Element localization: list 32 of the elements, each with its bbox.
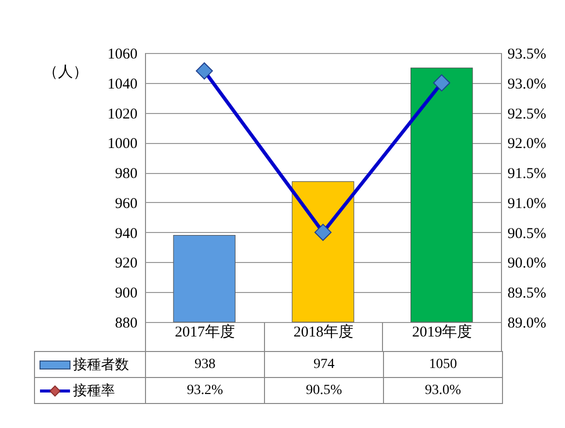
y-tick-label: 1020 bbox=[108, 106, 138, 122]
y2-tick-label: 91.0% bbox=[508, 196, 546, 212]
y2-tick-label: 90.0% bbox=[508, 256, 546, 272]
y-axis-title: （人） bbox=[43, 64, 88, 80]
y-tick-label: 960 bbox=[115, 196, 138, 212]
y-tick-label: 920 bbox=[115, 256, 138, 272]
y-tick-label: 1000 bbox=[108, 136, 138, 152]
y2-tick-label: 91.5% bbox=[508, 166, 546, 182]
x-tick-label: 2019年度 bbox=[412, 324, 472, 340]
data-label: 93.2% bbox=[146, 378, 264, 404]
y-tick-label: 980 bbox=[115, 166, 138, 182]
y-tick-label: 940 bbox=[115, 226, 138, 242]
x-tick-label: 2017年度 bbox=[174, 324, 235, 340]
y2-tick-label: 93.0% bbox=[508, 76, 546, 92]
y2-tick-label: 93.5% bbox=[508, 46, 546, 62]
y2-tick-label: 89.5% bbox=[508, 286, 546, 302]
y2-tick-label: 90.5% bbox=[508, 226, 546, 242]
data-label: 974 bbox=[264, 352, 384, 378]
data-label: 1050 bbox=[384, 352, 502, 378]
data-label: 93.0% bbox=[384, 378, 502, 404]
y-tick-label: 900 bbox=[115, 286, 138, 302]
y-tick-label: 880 bbox=[115, 316, 138, 332]
data-label: 90.5% bbox=[264, 378, 384, 404]
y-tick-label: 1060 bbox=[108, 46, 138, 62]
y2-tick-label: 92.0% bbox=[508, 136, 546, 152]
data-label: 938 bbox=[146, 352, 264, 378]
legend-label: 接種率 bbox=[73, 384, 115, 398]
y2-tick-label: 92.5% bbox=[508, 106, 546, 122]
y2-tick-label: 89.0% bbox=[508, 316, 546, 332]
y-tick-label: 1040 bbox=[108, 76, 138, 92]
x-tick-label: 2018年度 bbox=[294, 324, 354, 340]
legend-label: 接種者数 bbox=[73, 358, 129, 372]
